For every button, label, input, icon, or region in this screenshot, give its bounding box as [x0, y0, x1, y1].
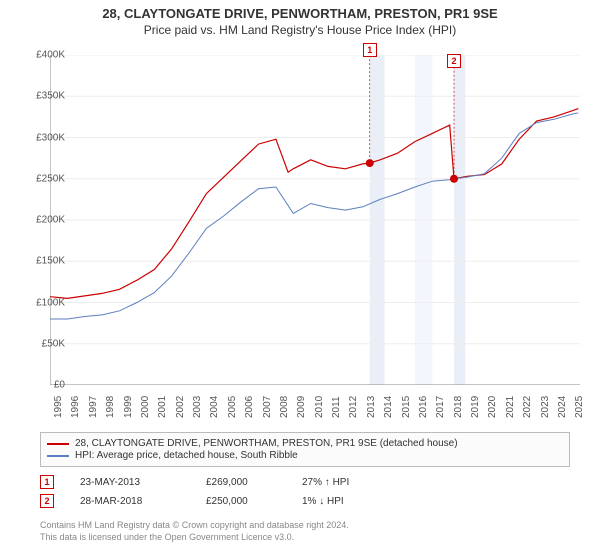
x-tick-label: 1997 — [88, 396, 99, 418]
x-tick-label: 1999 — [123, 396, 134, 418]
transaction-price: £269,000 — [206, 477, 276, 488]
transaction-hpi: 1% ↓ HPI — [302, 496, 392, 507]
chart-area — [50, 55, 580, 385]
y-tick-label: £150K — [36, 256, 65, 267]
x-tick-label: 2004 — [209, 396, 220, 418]
y-tick-label: £350K — [36, 91, 65, 102]
transaction-badge: 2 — [40, 494, 54, 508]
title-block: 28, CLAYTONGATE DRIVE, PENWORTHAM, PREST… — [0, 0, 600, 37]
x-tick-label: 2016 — [418, 396, 429, 418]
legend-item: 28, CLAYTONGATE DRIVE, PENWORTHAM, PREST… — [47, 438, 563, 449]
x-tick-label: 2009 — [296, 396, 307, 418]
transaction-row: 2 28-MAR-2018 £250,000 1% ↓ HPI — [40, 494, 570, 508]
transaction-hpi: 27% ↑ HPI — [302, 477, 392, 488]
x-tick-label: 2017 — [435, 396, 446, 418]
y-tick-label: £50K — [42, 338, 65, 349]
x-tick-label: 2020 — [487, 396, 498, 418]
chart-subtitle: Price paid vs. HM Land Registry's House … — [0, 23, 600, 37]
y-tick-label: £0 — [54, 380, 65, 391]
chart-svg — [50, 55, 580, 385]
x-tick-label: 2012 — [348, 396, 359, 418]
x-tick-label: 1995 — [53, 396, 64, 418]
x-tick-label: 1996 — [70, 396, 81, 418]
x-tick-label: 2023 — [540, 396, 551, 418]
y-tick-label: £300K — [36, 132, 65, 143]
x-tick-label: 2008 — [279, 396, 290, 418]
x-tick-label: 2006 — [244, 396, 255, 418]
y-tick-label: £100K — [36, 297, 65, 308]
chart-title: 28, CLAYTONGATE DRIVE, PENWORTHAM, PREST… — [0, 6, 600, 21]
x-tick-label: 2002 — [175, 396, 186, 418]
legend: 28, CLAYTONGATE DRIVE, PENWORTHAM, PREST… — [40, 432, 570, 467]
x-tick-label: 2018 — [453, 396, 464, 418]
transactions-table: 1 23-MAY-2013 £269,000 27% ↑ HPI 2 28-MAR-201… — [40, 475, 570, 513]
x-tick-label: 2019 — [470, 396, 481, 418]
x-tick-label: 2000 — [140, 396, 151, 418]
transaction-price: £250,000 — [206, 496, 276, 507]
legend-label: 28, CLAYTONGATE DRIVE, PENWORTHAM, PREST… — [75, 438, 458, 449]
x-tick-label: 2022 — [522, 396, 533, 418]
transaction-row: 1 23-MAY-2013 £269,000 27% ↑ HPI — [40, 475, 570, 489]
transaction-badge: 1 — [40, 475, 54, 489]
x-tick-label: 2003 — [192, 396, 203, 418]
legend-item: HPI: Average price, detached house, Sout… — [47, 450, 563, 461]
chart-marker-badge: 1 — [363, 43, 377, 57]
y-tick-label: £400K — [36, 50, 65, 61]
x-tick-label: 2021 — [505, 396, 516, 418]
x-tick-label: 2010 — [314, 396, 325, 418]
x-tick-label: 2013 — [366, 396, 377, 418]
transaction-date: 23-MAY-2013 — [80, 477, 180, 488]
legend-swatch — [47, 443, 69, 445]
x-tick-label: 1998 — [105, 396, 116, 418]
chart-container: 28, CLAYTONGATE DRIVE, PENWORTHAM, PREST… — [0, 0, 600, 560]
legend-swatch — [47, 455, 69, 457]
x-tick-label: 2005 — [227, 396, 238, 418]
footer-line-1: Contains HM Land Registry data © Crown c… — [40, 520, 570, 532]
x-tick-label: 2001 — [157, 396, 168, 418]
legend-label: HPI: Average price, detached house, Sout… — [75, 450, 298, 461]
y-tick-label: £250K — [36, 173, 65, 184]
footer-line-2: This data is licensed under the Open Gov… — [40, 532, 570, 544]
footer-attribution: Contains HM Land Registry data © Crown c… — [40, 520, 570, 543]
x-tick-label: 2024 — [557, 396, 568, 418]
x-tick-label: 2025 — [574, 396, 585, 418]
x-tick-label: 2014 — [383, 396, 394, 418]
transaction-date: 28-MAR-2018 — [80, 496, 180, 507]
y-tick-label: £200K — [36, 215, 65, 226]
x-tick-label: 2011 — [331, 396, 342, 418]
x-tick-label: 2007 — [262, 396, 273, 418]
chart-marker-badge: 2 — [447, 54, 461, 68]
x-tick-label: 2015 — [401, 396, 412, 418]
